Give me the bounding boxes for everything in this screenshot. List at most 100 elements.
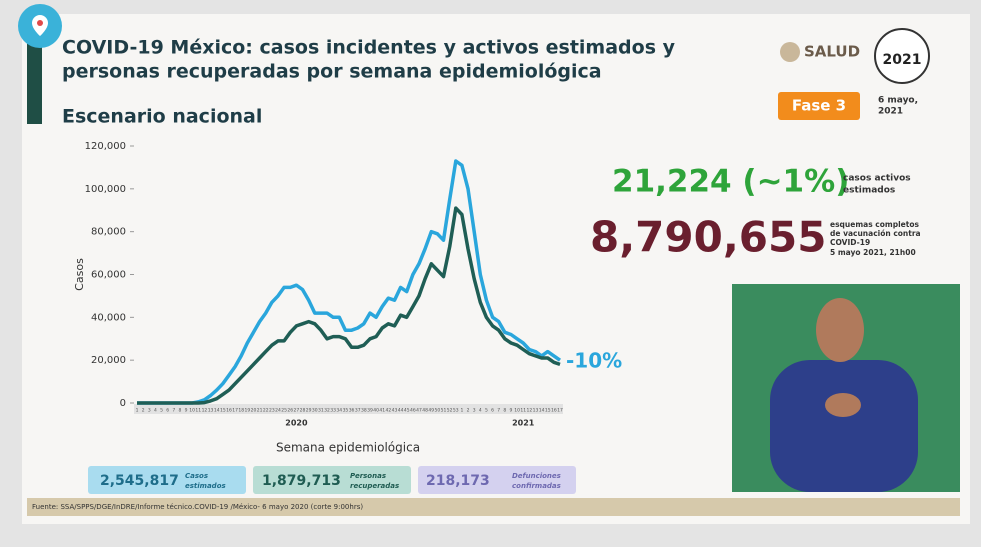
vaccination-label: de vacunación contra [830, 229, 921, 238]
x-tick-label: 30 [312, 408, 318, 414]
x-tick-label: 45 [404, 408, 410, 414]
x-tick-label: 27 [294, 408, 300, 414]
x-tick-label: 26 [287, 408, 293, 414]
stat-value: 2,545,817 [100, 473, 179, 489]
x-tick-label: 47 [416, 408, 422, 414]
x-tick-label: 28 [300, 408, 306, 414]
y-tick-label: 20,000 [91, 355, 126, 366]
y-axis-label: Casos [73, 258, 86, 291]
mexico-2021-text: 2021 [883, 52, 922, 68]
active-label: casos activos [843, 174, 911, 184]
x-tick-label: 8 [503, 408, 506, 414]
x-tick-label: 5 [485, 408, 488, 414]
x-tick-label: 3 [148, 408, 151, 414]
stat-label: estimados [185, 482, 226, 490]
y-tick-label: 60,000 [91, 270, 126, 281]
vaccination-label: 5 mayo 2021, 21h00 [830, 248, 916, 257]
x-tick-label: 31 [318, 408, 324, 414]
x-tick-label: 35 [343, 408, 349, 414]
x-tick-label: 36 [349, 408, 355, 414]
x-tick-label: 6 [491, 408, 494, 414]
x-tick-label: 5 [160, 408, 163, 414]
x-tick-label: 3 [473, 408, 476, 414]
stat-label: recuperadas [350, 482, 399, 490]
interpreter-hands [825, 393, 861, 417]
stat-label: confirmadas [512, 482, 561, 490]
title-line: personas recuperadas por semana epidemio… [62, 61, 602, 83]
x-axis-band [134, 404, 563, 414]
x-tick-label: 39 [367, 408, 373, 414]
y-tick-label: 120,000 [85, 141, 126, 152]
x-axis-label: Semana epidemiológica [276, 441, 420, 455]
x-tick-label: 41 [379, 408, 385, 414]
x-tick-label: 16 [551, 408, 557, 414]
active-cases: 21,224 (~1%) [612, 164, 849, 200]
x-tick-label: 4 [154, 408, 157, 414]
stat-box [418, 466, 576, 494]
x-tick-label: 1 [136, 408, 139, 414]
interpreter-body [770, 360, 918, 492]
stat-value: 1,879,713 [262, 473, 341, 489]
x-tick-label: 2 [467, 408, 470, 414]
x-tick-label: 37 [355, 408, 361, 414]
source-bar [27, 498, 960, 516]
x-tick-label: 48 [422, 408, 428, 414]
x-tick-label: 38 [361, 408, 367, 414]
x-tick-label: 7 [172, 408, 175, 414]
x-tick-label: 14 [214, 408, 220, 414]
salud-logo: SALUD [804, 43, 860, 61]
x-tick-label: 25 [281, 408, 287, 414]
x-tick-label: 6 [166, 408, 169, 414]
series-line [137, 159, 562, 405]
stat-label: Personas [350, 472, 386, 480]
y-tick-label: 40,000 [91, 312, 126, 323]
year-label: 2021 [512, 419, 535, 428]
x-tick-label: 18 [238, 408, 244, 414]
x-tick-label: 51 [441, 408, 447, 414]
x-tick-label: 50 [435, 408, 441, 414]
y-tick-label: 80,000 [91, 227, 126, 238]
x-tick-label: 11 [195, 408, 201, 414]
stat-box [88, 466, 246, 494]
x-tick-label: 17 [232, 408, 238, 414]
x-tick-label: 10 [189, 408, 195, 414]
interpreter-head [816, 298, 864, 362]
periscope-dot [37, 20, 43, 26]
x-tick-label: 9 [185, 408, 188, 414]
x-tick-label: 29 [306, 408, 312, 414]
x-tick-label: 15 [545, 408, 551, 414]
x-tick-label: 23 [269, 408, 275, 414]
x-tick-label: 52 [447, 408, 453, 414]
x-tick-label: 2 [142, 408, 145, 414]
x-tick-label: 16 [226, 408, 232, 414]
x-tick-label: 46 [410, 408, 416, 414]
stat-label: Defunciones [512, 472, 561, 480]
y-tick-label: 100,000 [85, 184, 126, 195]
vaccination-count: 8,790,655 [590, 213, 826, 262]
x-tick-label: 13 [208, 408, 214, 414]
x-tick-label: 12 [202, 408, 208, 414]
x-tick-label: 17 [557, 408, 563, 414]
x-tick-label: 40 [373, 408, 379, 414]
title-line: COVID-19 México: casos incidentes y acti… [62, 37, 676, 59]
x-tick-label: 22 [263, 408, 269, 414]
x-tick-label: 11 [520, 408, 526, 414]
year-label: 2020 [285, 419, 308, 428]
x-tick-label: 9 [510, 408, 513, 414]
x-tick-label: 15 [220, 408, 226, 414]
series-line [137, 206, 561, 405]
x-tick-label: 42 [385, 408, 391, 414]
x-tick-label: 49 [428, 408, 434, 414]
x-tick-label: 13 [533, 408, 539, 414]
phase-text: Fase 3 [792, 97, 846, 115]
x-tick-label: 12 [526, 408, 532, 414]
x-tick-label: 43 [392, 408, 398, 414]
x-tick-label: 34 [336, 408, 342, 414]
x-tick-label: 20 [251, 408, 257, 414]
active-label: estimados [843, 186, 895, 196]
phase-badge [778, 92, 860, 120]
x-tick-label: 8 [178, 408, 181, 414]
x-tick-label: 53 [453, 408, 459, 414]
